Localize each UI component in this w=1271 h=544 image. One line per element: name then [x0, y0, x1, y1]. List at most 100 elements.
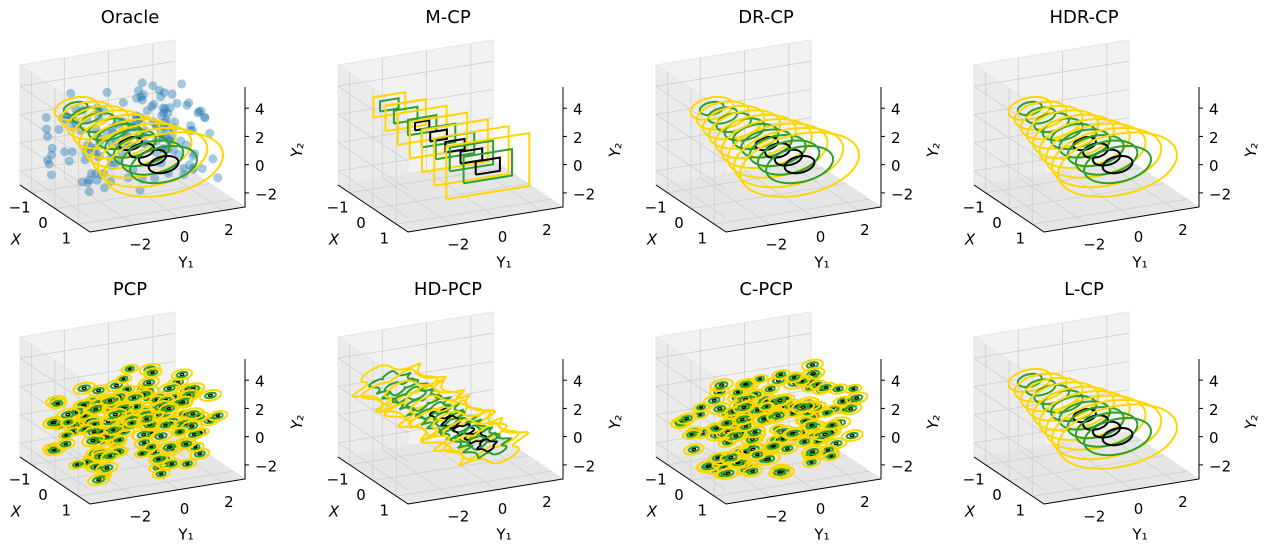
- z-tick-label: 0: [891, 157, 901, 175]
- panel: −101−202−2024L-CPXY₁Y₂: [963, 279, 1262, 544]
- x-tick-label: 0: [674, 486, 684, 504]
- z-axis-label: Y₂: [605, 141, 626, 160]
- z-tick-label: 2: [891, 129, 901, 147]
- y-tick-label: 0: [180, 228, 190, 246]
- x-tick-label: −1: [9, 198, 31, 216]
- contour: [209, 394, 213, 396]
- x-tick-label: −1: [963, 198, 985, 216]
- y-tick-label: −2: [1083, 235, 1105, 253]
- z-tick-label: 2: [573, 401, 583, 419]
- contour: [177, 372, 188, 377]
- x-axis-label: X: [328, 231, 340, 249]
- scatter-point: [208, 154, 217, 163]
- z-tick-label: −2: [891, 185, 913, 203]
- y-tick-label: −2: [447, 235, 469, 253]
- x-tick-label: 0: [38, 214, 48, 232]
- x-tick-label: −1: [645, 470, 667, 488]
- z-tick-label: 2: [1209, 401, 1219, 419]
- x-tick-label: 0: [674, 214, 684, 232]
- scatter-point: [163, 109, 172, 118]
- scatter-point: [85, 187, 94, 196]
- x-tick-label: 0: [356, 486, 366, 504]
- contour: [837, 388, 841, 390]
- y-tick-label: 0: [816, 228, 826, 246]
- y-tick-label: −2: [129, 507, 151, 525]
- x-tick-label: 0: [992, 486, 1002, 504]
- y-axis-label: Y₁: [177, 526, 193, 544]
- z-tick-label: 2: [891, 401, 901, 419]
- x-tick-label: −1: [963, 470, 985, 488]
- x-tick-label: 0: [992, 214, 1002, 232]
- y-tick-label: 2: [224, 221, 234, 239]
- z-axis-label: Y₂: [605, 413, 626, 432]
- contour: [852, 388, 855, 390]
- z-tick-label: 0: [573, 157, 583, 175]
- z-tick-label: −2: [255, 457, 277, 475]
- figure: −101−202−2024OracleXY₁Y₂−101−202−2024M-C…: [0, 0, 1271, 544]
- scatter-point: [138, 78, 147, 87]
- y-tick-label: −2: [1083, 507, 1105, 525]
- y-tick-label: −2: [765, 507, 787, 525]
- contour: [834, 443, 838, 445]
- scatter-point: [42, 113, 51, 122]
- scatter-point: [138, 95, 147, 104]
- x-axis-label: X: [328, 503, 340, 521]
- z-tick-label: 0: [1209, 429, 1219, 447]
- x-tick-label: 1: [62, 502, 72, 520]
- scatter-point: [42, 125, 51, 134]
- y-tick-label: 2: [860, 221, 870, 239]
- y-tick-label: 2: [1178, 221, 1188, 239]
- contour: [810, 364, 814, 366]
- scatter-point: [103, 88, 112, 97]
- panel-title: L-CP: [1064, 279, 1104, 300]
- z-tick-label: 0: [255, 157, 265, 175]
- scatter-point: [65, 157, 74, 166]
- scatter-point: [149, 100, 158, 109]
- z-tick-label: −2: [573, 185, 595, 203]
- z-tick-label: 4: [891, 101, 901, 119]
- scatter-point: [54, 125, 63, 134]
- y-axis-label: Y₁: [177, 254, 193, 272]
- z-tick-label: 2: [255, 129, 265, 147]
- x-tick-label: −1: [327, 470, 349, 488]
- contour: [824, 387, 828, 389]
- panel: −101−202−2024DR-CPXY₁Y₂: [645, 7, 944, 272]
- x-tick-label: −1: [645, 198, 667, 216]
- z-tick-label: 4: [891, 373, 901, 391]
- scatter-point: [134, 86, 143, 95]
- x-tick-label: 1: [380, 502, 390, 520]
- z-axis-label: Y₂: [1241, 141, 1262, 160]
- z-tick-label: 0: [891, 429, 901, 447]
- scatter-point: [180, 164, 189, 173]
- scatter-point: [186, 121, 195, 130]
- x-axis-label: X: [10, 503, 22, 521]
- z-tick-label: −2: [1209, 457, 1231, 475]
- y-tick-label: 0: [498, 500, 508, 518]
- y-axis-label: Y₁: [813, 254, 829, 272]
- y-tick-label: 2: [860, 493, 870, 511]
- x-axis-label: X: [646, 231, 658, 249]
- y-tick-label: 2: [542, 493, 552, 511]
- z-tick-label: 0: [255, 429, 265, 447]
- x-tick-label: 1: [698, 502, 708, 520]
- contour: [180, 374, 184, 376]
- y-axis-label: Y₁: [495, 254, 511, 272]
- y-tick-label: 0: [816, 500, 826, 518]
- z-tick-label: 4: [573, 373, 583, 391]
- y-axis-label: Y₁: [1131, 254, 1147, 272]
- y-tick-label: 0: [1134, 228, 1144, 246]
- x-axis-label: X: [964, 231, 976, 249]
- z-axis-label: Y₂: [287, 141, 308, 160]
- y-tick-label: 0: [180, 500, 190, 518]
- scatter-point: [150, 174, 159, 183]
- z-tick-label: 4: [573, 101, 583, 119]
- y-tick-label: 2: [542, 221, 552, 239]
- panel-title: DR-CP: [738, 7, 794, 28]
- z-tick-label: 4: [255, 373, 265, 391]
- scatter-point: [48, 144, 57, 153]
- z-tick-label: 4: [1209, 101, 1219, 119]
- z-tick-label: 0: [573, 429, 583, 447]
- y-tick-label: 2: [1178, 493, 1188, 511]
- scatter-point: [177, 79, 186, 88]
- panel-title: Oracle: [101, 7, 160, 28]
